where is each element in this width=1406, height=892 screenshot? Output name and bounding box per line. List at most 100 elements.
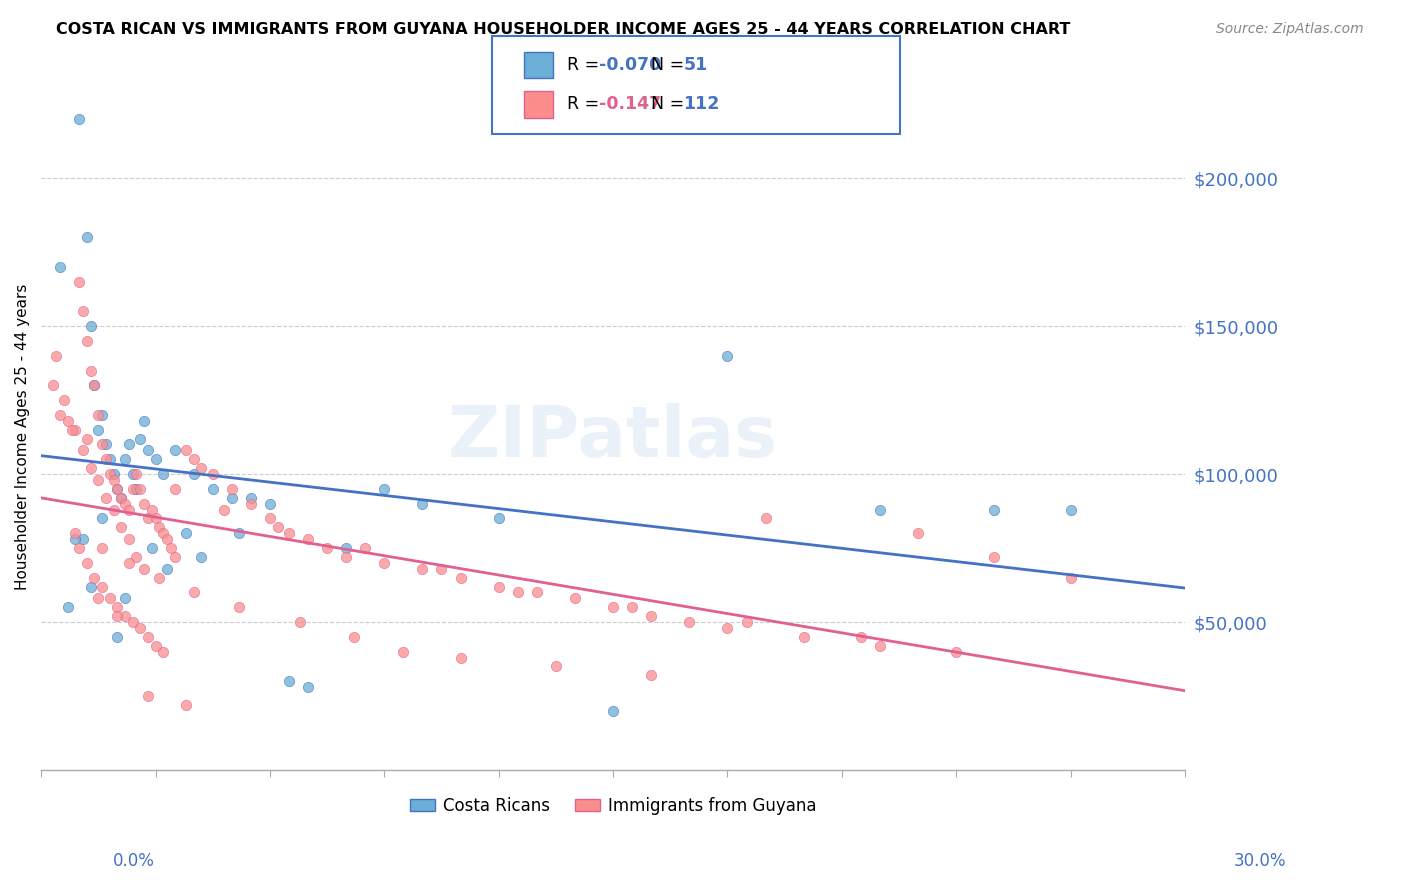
Point: [65, 526, 87, 541]
Point: [190, 461, 212, 475]
Point: [278, 526, 301, 541]
Y-axis label: Householder Income Ages 25 - 44 years: Householder Income Ages 25 - 44 years: [15, 284, 30, 591]
Point: [564, 591, 586, 606]
Point: [488, 511, 510, 525]
Point: [259, 511, 281, 525]
Point: [297, 680, 319, 694]
Point: [87, 591, 110, 606]
Text: ZIPatlas: ZIPatlas: [449, 402, 778, 472]
Point: [869, 639, 891, 653]
Point: [98, 452, 121, 467]
Point: [132, 562, 155, 576]
Point: [98, 591, 121, 606]
Point: [56, 414, 79, 428]
Point: [91, 541, 114, 555]
Point: [79, 580, 101, 594]
Point: [132, 414, 155, 428]
Point: [411, 562, 433, 576]
Point: [392, 645, 415, 659]
Point: [121, 482, 143, 496]
Point: [159, 541, 181, 555]
Point: [430, 562, 453, 576]
Point: [79, 319, 101, 334]
Point: [290, 615, 312, 629]
Point: [136, 689, 159, 703]
Point: [163, 549, 186, 564]
Text: R =: R =: [567, 56, 605, 74]
Point: [152, 645, 174, 659]
Point: [793, 630, 815, 644]
Text: 0.0%: 0.0%: [112, 852, 155, 870]
Point: [152, 467, 174, 481]
Point: [105, 482, 128, 496]
Point: [716, 349, 738, 363]
Point: [121, 467, 143, 481]
Point: [83, 378, 105, 392]
Point: [201, 482, 224, 496]
Point: [60, 23, 83, 37]
Point: [114, 497, 136, 511]
Point: [716, 621, 738, 635]
Point: [49, 260, 72, 274]
Point: [174, 698, 197, 712]
Point: [183, 467, 205, 481]
Point: [136, 630, 159, 644]
Point: [105, 482, 128, 496]
Point: [640, 609, 662, 624]
Point: [98, 467, 121, 481]
Point: [183, 585, 205, 599]
Point: [259, 497, 281, 511]
Text: 30.0%: 30.0%: [1234, 852, 1286, 870]
Point: [60, 423, 83, 437]
Point: [94, 452, 117, 467]
Point: [488, 580, 510, 594]
Point: [526, 585, 548, 599]
Point: [266, 520, 288, 534]
Point: [148, 571, 170, 585]
Point: [190, 549, 212, 564]
Text: Source: ZipAtlas.com: Source: ZipAtlas.com: [1216, 22, 1364, 37]
Point: [228, 526, 250, 541]
Point: [373, 556, 395, 570]
Point: [129, 621, 152, 635]
Point: [118, 502, 141, 516]
Point: [110, 520, 132, 534]
Point: [335, 549, 357, 564]
Point: [79, 461, 101, 475]
Point: [621, 600, 644, 615]
Point: [506, 585, 529, 599]
Point: [343, 630, 366, 644]
Point: [87, 473, 110, 487]
Point: [450, 571, 472, 585]
Point: [316, 541, 339, 555]
Text: N =: N =: [651, 56, 690, 74]
Point: [239, 497, 262, 511]
Point: [105, 600, 128, 615]
Point: [76, 334, 98, 348]
Point: [76, 556, 98, 570]
Point: [56, 600, 79, 615]
Point: [183, 452, 205, 467]
Point: [103, 473, 125, 487]
Point: [152, 526, 174, 541]
Point: [145, 639, 167, 653]
Point: [221, 482, 243, 496]
Point: [76, 230, 98, 244]
Text: -0.070: -0.070: [599, 56, 661, 74]
Point: [87, 423, 110, 437]
Point: [156, 532, 179, 546]
Point: [114, 609, 136, 624]
Point: [94, 437, 117, 451]
Point: [239, 491, 262, 505]
Point: [141, 541, 163, 555]
Point: [640, 668, 662, 682]
Point: [103, 467, 125, 481]
Point: [212, 502, 235, 516]
Point: [132, 497, 155, 511]
Point: [145, 452, 167, 467]
Point: [67, 275, 90, 289]
Point: [163, 443, 186, 458]
Point: [121, 615, 143, 629]
Point: [354, 541, 377, 555]
Point: [105, 630, 128, 644]
